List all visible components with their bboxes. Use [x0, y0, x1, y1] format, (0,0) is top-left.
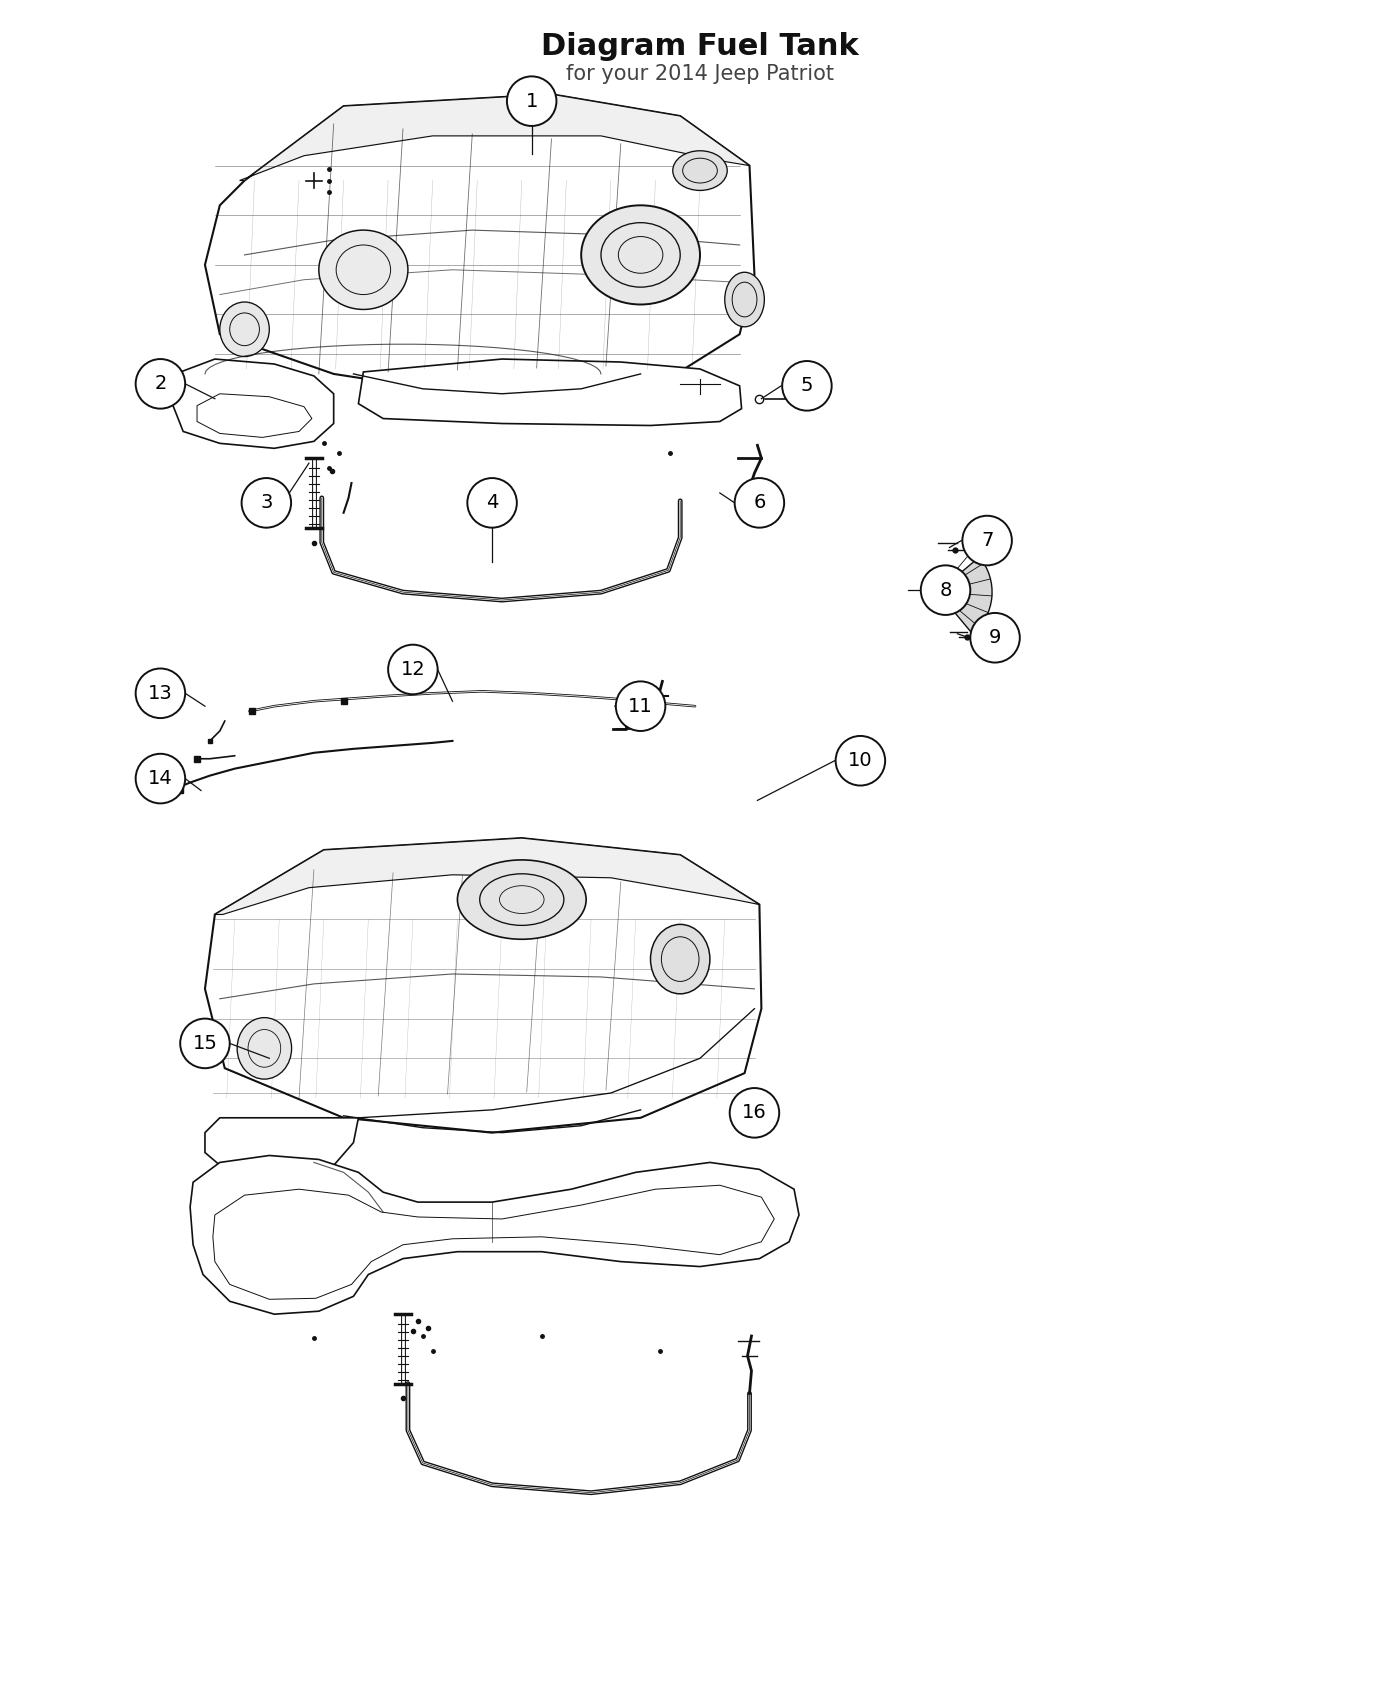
Circle shape — [970, 614, 1019, 663]
Text: 13: 13 — [148, 683, 172, 702]
Text: 12: 12 — [400, 660, 426, 678]
Circle shape — [921, 566, 970, 615]
Circle shape — [836, 736, 885, 785]
Polygon shape — [190, 1156, 799, 1314]
Ellipse shape — [458, 860, 587, 940]
Ellipse shape — [581, 206, 700, 304]
Text: 5: 5 — [801, 376, 813, 396]
Circle shape — [729, 1088, 780, 1137]
Circle shape — [136, 668, 185, 717]
Polygon shape — [358, 359, 742, 425]
Circle shape — [962, 515, 1012, 566]
Circle shape — [468, 478, 517, 527]
Circle shape — [783, 360, 832, 411]
Text: for your 2014 Jeep Patriot: for your 2014 Jeep Patriot — [566, 65, 834, 85]
Polygon shape — [239, 94, 749, 180]
Ellipse shape — [725, 272, 764, 326]
Circle shape — [242, 478, 291, 527]
Text: 10: 10 — [848, 751, 872, 770]
Polygon shape — [171, 359, 333, 449]
Wedge shape — [938, 558, 993, 634]
Ellipse shape — [651, 925, 710, 994]
Polygon shape — [204, 94, 755, 400]
Text: 9: 9 — [988, 629, 1001, 648]
Polygon shape — [204, 838, 762, 1132]
Circle shape — [507, 76, 556, 126]
Text: 1: 1 — [525, 92, 538, 110]
Ellipse shape — [237, 1018, 291, 1080]
Circle shape — [136, 753, 185, 804]
Text: 2: 2 — [154, 374, 167, 393]
Text: 14: 14 — [148, 768, 172, 789]
Circle shape — [136, 359, 185, 408]
Circle shape — [181, 1018, 230, 1068]
Text: 7: 7 — [981, 530, 994, 551]
Text: 8: 8 — [939, 581, 952, 600]
Text: Diagram Fuel Tank: Diagram Fuel Tank — [542, 32, 858, 61]
Text: 11: 11 — [629, 697, 652, 716]
Text: 3: 3 — [260, 493, 273, 512]
Ellipse shape — [673, 151, 727, 190]
Text: 16: 16 — [742, 1103, 767, 1122]
Ellipse shape — [319, 230, 407, 309]
Circle shape — [735, 478, 784, 527]
Polygon shape — [214, 838, 759, 915]
Polygon shape — [204, 1119, 358, 1180]
Text: 6: 6 — [753, 493, 766, 512]
Text: 15: 15 — [193, 1034, 217, 1052]
Circle shape — [616, 682, 665, 731]
Wedge shape — [938, 576, 962, 610]
Text: 4: 4 — [486, 493, 498, 512]
Ellipse shape — [220, 303, 269, 357]
Circle shape — [388, 644, 438, 694]
